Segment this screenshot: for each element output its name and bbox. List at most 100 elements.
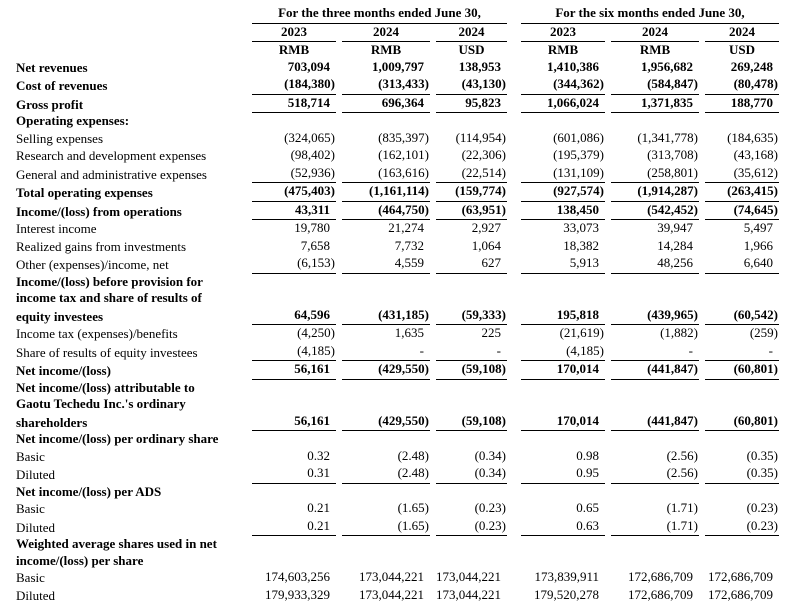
value-cell: (59,108): [436, 413, 507, 432]
value-cell: 195,818: [521, 307, 605, 326]
row-label: Basic: [16, 448, 246, 466]
value-cell: [521, 380, 605, 397]
row-label: equity investees: [16, 307, 246, 326]
six-months-group-header: For the six months ended June 30,: [521, 5, 779, 24]
value-cell: [252, 431, 336, 448]
value-cell: 703,094: [252, 59, 336, 77]
value-cell: [705, 274, 779, 291]
value-cell: 0.98: [521, 448, 605, 466]
value-cell: (43,168): [705, 147, 779, 165]
row-label: Net income/(loss) per ordinary share: [16, 431, 246, 448]
value-cell: 0.95: [521, 465, 605, 484]
column-spacer: [513, 59, 515, 77]
value-cell: [252, 553, 336, 570]
value-cell: [611, 113, 699, 130]
value-cell: [436, 484, 507, 501]
value-cell: (35,612): [705, 165, 779, 184]
value-cell: 64,596: [252, 307, 336, 326]
value-cell: (1.65): [342, 500, 430, 518]
value-cell: (258,801): [611, 165, 699, 184]
label-column-header: [16, 42, 246, 59]
value-cell: (0.23): [436, 518, 507, 537]
value-cell: (195,379): [521, 147, 605, 165]
value-cell: [252, 290, 336, 307]
year-header: 2023: [521, 24, 605, 43]
column-spacer: [513, 325, 515, 343]
value-cell: (22,514): [436, 165, 507, 184]
row-label: Weighted average shares used in net: [16, 536, 246, 553]
value-cell: 0.65: [521, 500, 605, 518]
value-cell: 173,044,221: [342, 587, 430, 604]
value-cell: 6,640: [705, 255, 779, 274]
year-header: 2024: [705, 24, 779, 43]
value-cell: (0.23): [705, 518, 779, 537]
value-cell: [252, 484, 336, 501]
value-cell: (0.34): [436, 448, 507, 466]
value-cell: 696,364: [342, 95, 430, 114]
value-cell: (1.71): [611, 518, 699, 537]
value-cell: (584,847): [611, 76, 699, 95]
value-cell: 2,927: [436, 220, 507, 238]
value-cell: (313,433): [342, 76, 430, 95]
currency-header: RMB: [342, 42, 430, 59]
currency-header-row: RMB RMB USD RMB RMB USD: [16, 42, 779, 59]
value-cell: (441,847): [611, 413, 699, 432]
value-cell: [705, 290, 779, 307]
row-label: Research and development expenses: [16, 147, 246, 165]
value-cell: (80,478): [705, 76, 779, 95]
value-cell: (60,801): [705, 413, 779, 432]
column-spacer: [513, 484, 515, 501]
value-cell: (475,403): [252, 183, 336, 202]
value-cell: (344,362): [521, 76, 605, 95]
value-cell: 5,497: [705, 220, 779, 238]
table-row: Other (expenses)/income, net(6,153)4,559…: [16, 255, 779, 274]
value-cell: [611, 380, 699, 397]
value-cell: 43,311: [252, 202, 336, 221]
value-cell: (324,065): [252, 130, 336, 148]
column-spacer: [513, 165, 515, 184]
value-cell: (2.48): [342, 448, 430, 466]
value-cell: (2.56): [611, 448, 699, 466]
value-cell: [342, 113, 430, 130]
value-cell: 173,044,221: [342, 569, 430, 587]
value-cell: [342, 553, 430, 570]
value-cell: 138,953: [436, 59, 507, 77]
value-cell: [342, 380, 430, 397]
column-spacer: [513, 5, 515, 24]
value-cell: [521, 274, 605, 291]
column-spacer: [513, 448, 515, 466]
currency-header: USD: [436, 42, 507, 59]
value-cell: (74,645): [705, 202, 779, 221]
value-cell: [705, 396, 779, 413]
value-cell: [705, 553, 779, 570]
value-cell: [611, 553, 699, 570]
value-cell: 172,686,709: [611, 569, 699, 587]
value-cell: 518,714: [252, 95, 336, 114]
value-cell: 95,823: [436, 95, 507, 114]
value-cell: (835,397): [342, 130, 430, 148]
value-cell: [705, 431, 779, 448]
table-row: Operating expenses:: [16, 113, 779, 130]
value-cell: [342, 274, 430, 291]
value-cell: (263,415): [705, 183, 779, 202]
column-spacer: [513, 202, 515, 221]
value-cell: [611, 484, 699, 501]
value-cell: (114,954): [436, 130, 507, 148]
row-label: Total operating expenses: [16, 183, 246, 202]
label-column-header: [16, 5, 246, 24]
table-row: income tax and share of results of: [16, 290, 779, 307]
column-spacer: [513, 500, 515, 518]
value-cell: [342, 536, 430, 553]
value-cell: [252, 380, 336, 397]
value-cell: [342, 290, 430, 307]
row-label: Realized gains from investments: [16, 238, 246, 256]
value-cell: [611, 536, 699, 553]
column-spacer: [513, 220, 515, 238]
value-cell: (441,847): [611, 361, 699, 380]
value-cell: (43,130): [436, 76, 507, 95]
value-cell: (52,936): [252, 165, 336, 184]
table-row: Total operating expenses(475,403)(1,161,…: [16, 183, 779, 202]
